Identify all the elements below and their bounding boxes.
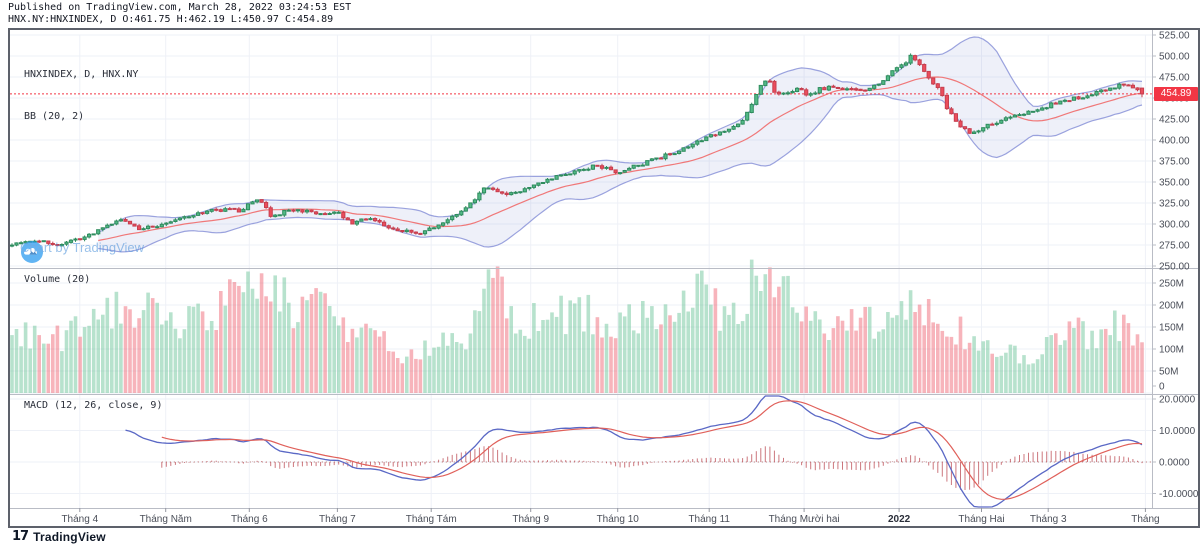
symbol-ohlc-text: HNX.NY:HNXINDEX, D O:461.75 H:462.19 L:4…: [8, 14, 334, 25]
price-tick-label: 300.00: [1159, 220, 1190, 231]
volume-tick-label: 100M: [1159, 345, 1184, 356]
price-tick-label: 325.00: [1159, 199, 1190, 210]
price-tick-label: 250.00: [1159, 262, 1190, 273]
bollinger-band: [97, 36, 1143, 253]
footer-brand-bar[interactable]: 17 TradingView: [12, 529, 106, 544]
macd-legend: MACD (12, 26, close, 9): [24, 400, 163, 411]
footer-brand-name: TradingView: [33, 529, 106, 544]
price-tick-label: 500.00: [1159, 52, 1190, 63]
price-tick-label: 275.00: [1159, 241, 1190, 252]
time-tick-label: Tháng Tám: [406, 514, 457, 525]
bb-legend: BB (20, 2): [24, 111, 85, 122]
watermark-text: Chart by TradingView: [20, 240, 145, 255]
time-tick-label: Tháng 3: [1030, 514, 1067, 525]
chart-widget: 525.00500.00475.00450.00425.00400.00375.…: [8, 28, 1200, 528]
macd-signal-line: [161, 400, 1143, 500]
time-tick-label: Tháng 7: [319, 514, 356, 525]
price-tick-label: 525.00: [1159, 31, 1190, 42]
time-tick-label: Tháng Năm: [140, 514, 192, 525]
time-tick-label: Tháng 6: [231, 514, 268, 525]
candles: [10, 53, 1145, 248]
macd-tick-label: 0.0000: [1159, 458, 1190, 469]
time-axis[interactable]: Tháng 4 Tháng Năm Tháng 6 Tháng 7 Tháng Tám T…: [61, 508, 1160, 525]
time-tick-label: Tháng 10: [597, 514, 640, 525]
time-tick-label: Tháng 11: [688, 514, 730, 525]
symbol-legend: HNXINDEX, D, HNX.NY: [24, 69, 139, 80]
time-tick-label: 2022: [888, 514, 911, 525]
volume-tick-label: 250M: [1159, 279, 1184, 290]
time-tick-label: Tháng Mười hai: [769, 514, 840, 525]
volume-tick-label: 50M: [1159, 367, 1178, 378]
price-tick-label: 425.00: [1159, 115, 1190, 126]
pane-dividers: [10, 30, 1198, 509]
time-tick-label: Tháng 9: [512, 514, 549, 525]
time-tick-label: Tháng: [1131, 514, 1159, 525]
volume-tick-label: 0: [1159, 382, 1165, 393]
grid-lines: [10, 34, 1152, 508]
macd-histogram: [161, 446, 1143, 490]
last-price-badge: 454.89: [1154, 87, 1198, 101]
tradingview-watermark[interactable]: Chart by TradingView: [20, 240, 145, 263]
macd-tick-label: 10.0000: [1159, 426, 1196, 437]
time-tick-label: Tháng Hai: [958, 514, 1004, 525]
price-tick-label: 475.00: [1159, 73, 1190, 84]
volume-tick-label: 200M: [1159, 301, 1184, 312]
published-on-text: Published on TradingView.com, March 28, …: [8, 2, 352, 13]
macd-line: [125, 395, 1143, 508]
price-tick-label: 375.00: [1159, 157, 1190, 168]
macd-tick-label: 20.0000: [1159, 395, 1196, 406]
time-tick-label: Tháng 4: [61, 514, 98, 525]
volume-tick-label: 150M: [1159, 323, 1184, 334]
price-tick-label: 400.00: [1159, 136, 1190, 147]
volume-bars: [10, 259, 1144, 393]
publish-header: Published on TradingView.com, March 28, …: [8, 2, 351, 26]
chart-canvas[interactable]: 525.00500.00475.00450.00425.00400.00375.…: [10, 30, 1198, 526]
volume-legend: Volume (20): [24, 274, 91, 285]
tradingview-logo-icon: 17: [12, 529, 29, 544]
tradingview-cloud-icon: [21, 241, 43, 263]
macd-tick-label: -10.0000: [1159, 489, 1198, 500]
price-tick-label: 350.00: [1159, 178, 1190, 189]
price-axis[interactable]: 525.00500.00475.00450.00425.00400.00375.…: [1152, 31, 1198, 501]
main-pane-legend: HNXINDEX, D, HNX.NY BB (20, 2): [24, 40, 138, 152]
